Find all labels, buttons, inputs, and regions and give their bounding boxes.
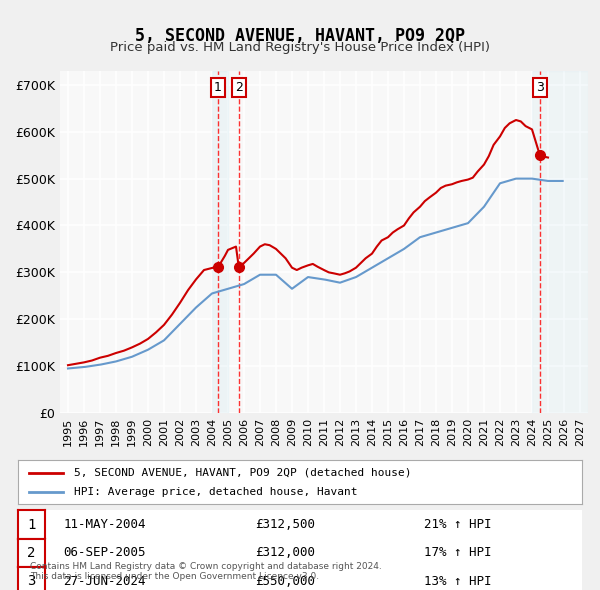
Bar — [212, 71, 228, 413]
Text: 11-MAY-2004: 11-MAY-2004 — [63, 518, 146, 531]
Text: Price paid vs. HM Land Registry's House Price Index (HPI): Price paid vs. HM Land Registry's House … — [110, 41, 490, 54]
Text: 2: 2 — [28, 546, 35, 560]
Text: £312,000: £312,000 — [255, 546, 315, 559]
Text: 17% ↑ HPI: 17% ↑ HPI — [424, 546, 491, 559]
Bar — [532, 71, 588, 413]
Text: 3: 3 — [28, 574, 35, 588]
Text: 1: 1 — [214, 81, 221, 94]
Text: £312,500: £312,500 — [255, 518, 315, 531]
Text: 06-SEP-2005: 06-SEP-2005 — [63, 546, 146, 559]
Text: 21% ↑ HPI: 21% ↑ HPI — [424, 518, 491, 531]
Text: HPI: Average price, detached house, Havant: HPI: Average price, detached house, Hava… — [74, 487, 358, 497]
Text: Contains HM Land Registry data © Crown copyright and database right 2024.
This d: Contains HM Land Registry data © Crown c… — [30, 562, 382, 581]
Text: 27-JUN-2024: 27-JUN-2024 — [63, 575, 146, 588]
Text: £550,000: £550,000 — [255, 575, 315, 588]
Text: 13% ↑ HPI: 13% ↑ HPI — [424, 575, 491, 588]
Text: 5, SECOND AVENUE, HAVANT, PO9 2QP: 5, SECOND AVENUE, HAVANT, PO9 2QP — [135, 27, 465, 45]
Text: 3: 3 — [536, 81, 544, 94]
Text: 2: 2 — [235, 81, 242, 94]
Text: 1: 1 — [28, 517, 35, 532]
Text: 5, SECOND AVENUE, HAVANT, PO9 2QP (detached house): 5, SECOND AVENUE, HAVANT, PO9 2QP (detac… — [74, 468, 412, 477]
